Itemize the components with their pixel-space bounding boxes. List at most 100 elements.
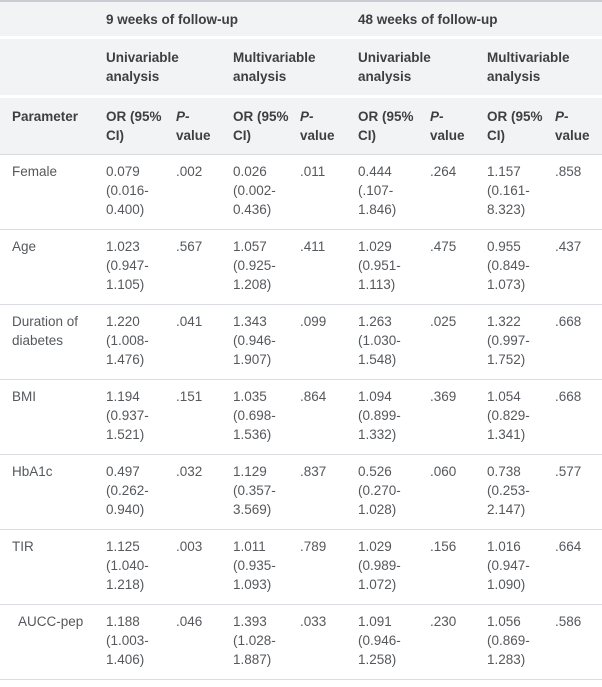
or-ci-cell: 1.157 (0.161-8.323) — [487, 155, 556, 230]
corner-cell — [0, 39, 106, 98]
or-ci-cell: 1.322 (0.997-1.752) — [487, 305, 556, 380]
p-value-cell: .156 — [430, 530, 488, 605]
or-ci-cell: 0.079 (0.016-0.400) — [106, 155, 176, 230]
analysis-header-multivariable-48w: Multivariable analysis — [487, 39, 602, 98]
or-ci-cell: 1.091 (0.946-1.258) — [358, 605, 431, 680]
parameter-cell: AUCC-pep — [0, 605, 106, 680]
corner-cell — [0, 0, 106, 39]
parameter-cell: Female — [0, 155, 106, 230]
parameter-header: Parameter — [0, 98, 106, 155]
or-ci-cell: 1.129 (0.357-3.569) — [233, 455, 300, 530]
or-ci-cell: 1.194 (0.937-1.521) — [106, 380, 176, 455]
or-ci-cell: 1.011 (0.935-1.093) — [233, 530, 300, 605]
or-ci-header: OR (95% CI) — [487, 98, 556, 155]
p-value-cell: .369 — [430, 380, 488, 455]
p-value-cell: .411 — [300, 230, 359, 305]
p-value-cell: .003 — [176, 530, 233, 605]
table-row: TIR 1.125 (1.040-1.218) .003 1.011 (0.93… — [0, 530, 602, 605]
p-value-header: P-value — [176, 98, 233, 155]
analysis-header-multivariable-9w: Multivariable analysis — [233, 39, 359, 98]
p-value-cell: .151 — [176, 380, 233, 455]
p-value-cell: .586 — [555, 605, 602, 680]
or-ci-cell: 0.955 (0.849-1.073) — [487, 230, 556, 305]
p-value-cell: .837 — [300, 455, 359, 530]
or-ci-header: OR (95% CI) — [233, 98, 300, 155]
p-value-cell: .025 — [430, 305, 488, 380]
or-ci-cell: 1.188 (1.003-1.406) — [106, 605, 176, 680]
table-body: Female 0.079 (0.016-0.400) .002 0.026 (0… — [0, 155, 602, 680]
table-row: AUCC-pep 1.188 (1.003-1.406) .046 1.393 … — [0, 605, 602, 680]
or-ci-cell: 1.057 (0.925-1.208) — [233, 230, 300, 305]
p-value-cell: .011 — [300, 155, 359, 230]
or-ci-cell: 1.343 (0.946-1.907) — [233, 305, 300, 380]
p-value-cell: .041 — [176, 305, 233, 380]
analysis-header-univariable-48w: Univariable analysis — [358, 39, 488, 98]
or-ci-cell: 1.263 (1.030-1.548) — [358, 305, 431, 380]
p-value-header-rest: value — [176, 128, 211, 143]
p-value-header: P-value — [555, 98, 602, 155]
or-ci-cell: 1.023 (0.947-1.105) — [106, 230, 176, 305]
or-ci-cell: 1.016 (0.947-1.090) — [487, 530, 556, 605]
parameter-cell: Duration of diabetes — [0, 305, 106, 380]
or-ci-cell: 1.029 (0.989-1.072) — [358, 530, 431, 605]
p-value-header-italic: P- — [176, 109, 190, 124]
table-row: BMI 1.194 (0.937-1.521) .151 1.035 (0.69… — [0, 380, 602, 455]
p-value-cell: .046 — [176, 605, 233, 680]
followup-9w-header: 9 weeks of follow-up — [106, 0, 359, 39]
or-ci-cell: 0.026 (0.002-0.436) — [233, 155, 300, 230]
p-value-header-italic: P- — [300, 109, 314, 124]
p-value-header-rest: value — [300, 128, 335, 143]
p-value-cell: .668 — [555, 305, 602, 380]
parameter-cell: TIR — [0, 530, 106, 605]
or-ci-cell: 1.220 (1.008-1.476) — [106, 305, 176, 380]
p-value-cell: .033 — [300, 605, 359, 680]
p-value-cell: .099 — [300, 305, 359, 380]
or-ci-cell: 0.738 (0.253-2.147) — [487, 455, 556, 530]
or-ci-cell: 1.056 (0.869-1.283) — [487, 605, 556, 680]
p-value-cell: .475 — [430, 230, 488, 305]
p-value-cell: .664 — [555, 530, 602, 605]
p-value-cell: .864 — [300, 380, 359, 455]
table-row: Duration of diabetes 1.220 (1.008-1.476)… — [0, 305, 602, 380]
p-value-cell: .668 — [555, 380, 602, 455]
or-ci-cell: 1.054 (0.829-1.341) — [487, 380, 556, 455]
analysis-header-row: Univariable analysis Multivariable analy… — [0, 39, 602, 98]
or-ci-cell: 1.125 (1.040-1.218) — [106, 530, 176, 605]
p-value-header: P-value — [430, 98, 488, 155]
p-value-cell: .032 — [176, 455, 233, 530]
or-ci-cell: 0.444 (.107-1.846) — [358, 155, 431, 230]
parameter-cell: HbA1c — [0, 455, 106, 530]
p-value-cell: .577 — [555, 455, 602, 530]
table-row: Female 0.079 (0.016-0.400) .002 0.026 (0… — [0, 155, 602, 230]
or-ci-cell: 0.497 (0.262-0.940) — [106, 455, 176, 530]
or-ci-cell: 1.035 (0.698-1.536) — [233, 380, 300, 455]
p-value-cell: .002 — [176, 155, 233, 230]
followup-header-row: 9 weeks of follow-up 48 weeks of follow-… — [0, 0, 602, 39]
or-ci-cell: 1.094 (0.899-1.332) — [358, 380, 431, 455]
p-value-cell: .437 — [555, 230, 602, 305]
or-ci-cell: 1.393 (1.028-1.887) — [233, 605, 300, 680]
p-value-header-rest: value — [430, 128, 465, 143]
p-value-header-italic: P- — [555, 109, 569, 124]
p-value-cell: .789 — [300, 530, 359, 605]
parameter-cell: BMI — [0, 380, 106, 455]
table-row: HbA1c 0.497 (0.262-0.940) .032 1.129 (0.… — [0, 455, 602, 530]
or-ci-header: OR (95% CI) — [106, 98, 176, 155]
p-value-cell: .264 — [430, 155, 488, 230]
or-ci-header: OR (95% CI) — [358, 98, 431, 155]
followup-48w-header: 48 weeks of follow-up — [358, 0, 602, 39]
p-value-header-rest: value — [555, 128, 590, 143]
parameter-cell: Age — [0, 230, 106, 305]
or-ci-cell: 1.029 (0.951-1.113) — [358, 230, 431, 305]
p-value-cell: .567 — [176, 230, 233, 305]
or-ci-cell: 0.526 (0.270-1.028) — [358, 455, 431, 530]
analysis-header-univariable-9w: Univariable analysis — [106, 39, 233, 98]
p-value-cell: .230 — [430, 605, 488, 680]
p-value-header: P-value — [300, 98, 359, 155]
column-header-row: Parameter OR (95% CI) P-value OR (95% CI… — [0, 98, 602, 155]
p-value-cell: .858 — [555, 155, 602, 230]
p-value-cell: .060 — [430, 455, 488, 530]
p-value-header-italic: P- — [430, 109, 444, 124]
table-row: Age 1.023 (0.947-1.105) .567 1.057 (0.92… — [0, 230, 602, 305]
